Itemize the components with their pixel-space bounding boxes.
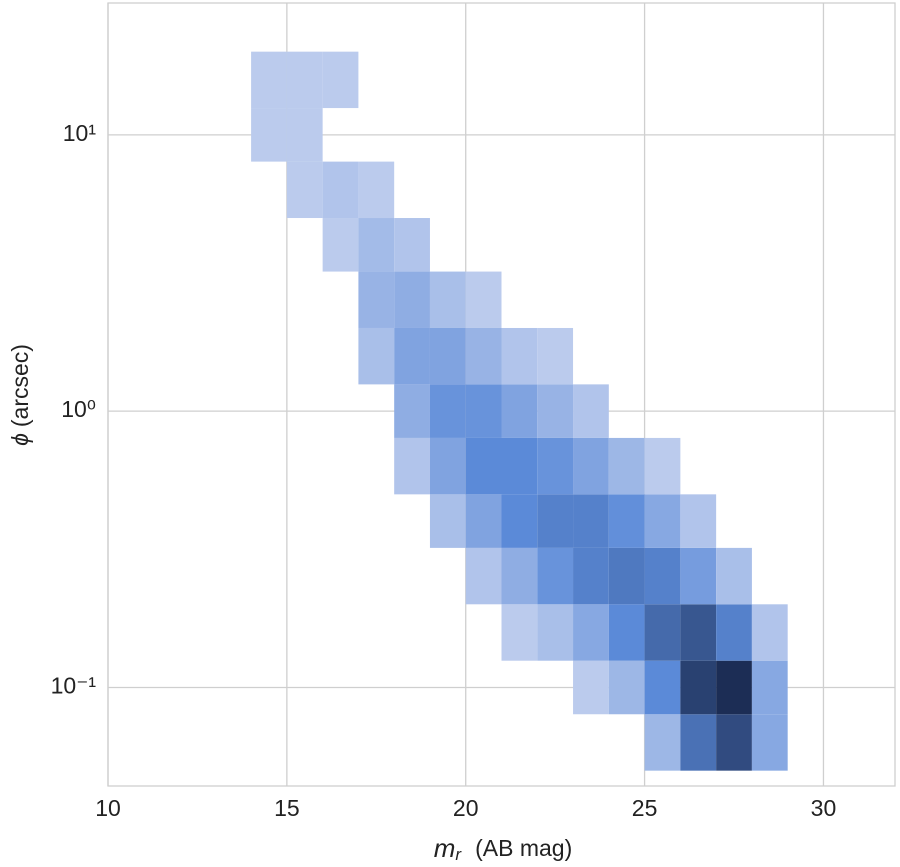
hist-cell bbox=[680, 494, 717, 548]
x-tick-label: 20 bbox=[453, 795, 479, 821]
hist-cell bbox=[465, 384, 502, 438]
y-tick-label: 10⁰ bbox=[61, 396, 96, 422]
hist-cell bbox=[573, 494, 609, 548]
hist-cell bbox=[358, 271, 395, 328]
hist-cell bbox=[429, 437, 466, 495]
x-tick-label: 25 bbox=[632, 795, 658, 821]
x-tick-label: 30 bbox=[811, 795, 837, 821]
hist-cell bbox=[394, 327, 430, 385]
hist-cell bbox=[716, 714, 752, 771]
x-symbol: m bbox=[434, 833, 456, 863]
hist-cell bbox=[644, 437, 681, 495]
hist-cell bbox=[322, 161, 359, 219]
hist-cell bbox=[358, 218, 395, 272]
hist-cell bbox=[716, 547, 752, 605]
hist-cell bbox=[751, 660, 788, 715]
hist-cell bbox=[394, 437, 430, 495]
hist-cell bbox=[537, 604, 574, 661]
hist-cell bbox=[251, 51, 287, 109]
hist-cell bbox=[429, 384, 466, 438]
hist-cell bbox=[644, 714, 681, 771]
y-tick-label: 10⁻¹ bbox=[51, 673, 97, 699]
x-unit: (AB mag) bbox=[475, 835, 572, 861]
hist-cell bbox=[644, 604, 681, 661]
y-symbol: ϕ bbox=[7, 433, 33, 446]
hist-cell bbox=[501, 327, 538, 385]
x-tick-label: 10 bbox=[95, 795, 121, 821]
hist-cell bbox=[644, 494, 681, 548]
hist-cell bbox=[680, 714, 717, 771]
hist-cell bbox=[465, 437, 502, 495]
hist-cell bbox=[537, 437, 574, 495]
y-tick-label: 10¹ bbox=[63, 120, 97, 146]
hist-cell bbox=[716, 604, 752, 661]
hist-cell bbox=[573, 604, 609, 661]
hist-cell bbox=[358, 161, 395, 219]
hist-cell bbox=[608, 494, 645, 548]
hist-cell bbox=[537, 327, 574, 385]
hist-cell bbox=[751, 714, 788, 771]
y-unit: (arcsec) bbox=[7, 344, 33, 427]
hist-cell bbox=[680, 604, 717, 661]
hist-cell bbox=[608, 547, 645, 605]
hist-cell bbox=[465, 271, 502, 328]
hist-cell bbox=[286, 108, 323, 162]
hist-cell bbox=[608, 660, 645, 715]
hist-cell bbox=[394, 218, 430, 272]
hist-cell bbox=[537, 494, 574, 548]
plot-frame bbox=[107, 2, 896, 787]
hist-cell bbox=[680, 547, 717, 605]
hist-cell bbox=[644, 660, 681, 715]
hist-cell bbox=[573, 437, 609, 495]
x-tick-label: 15 bbox=[274, 795, 300, 821]
hist-cell bbox=[322, 218, 359, 272]
hist-cell bbox=[680, 660, 717, 715]
hist-cell bbox=[322, 51, 359, 109]
hist-cell bbox=[394, 384, 430, 438]
hist-cell bbox=[716, 660, 752, 715]
hist-cell bbox=[465, 327, 502, 385]
hist-cell bbox=[608, 437, 645, 495]
y-axis-title: ϕ (arcsec) bbox=[7, 344, 33, 446]
hist-cell bbox=[501, 384, 538, 438]
hist-cell bbox=[394, 271, 430, 328]
hist-cell bbox=[286, 51, 323, 109]
hist-cell bbox=[608, 604, 645, 661]
cells bbox=[251, 51, 788, 771]
hist-cell bbox=[644, 547, 681, 605]
hist-cell bbox=[465, 494, 502, 548]
hist-cell bbox=[751, 604, 788, 661]
hist-cell bbox=[286, 161, 323, 219]
hist-cell bbox=[358, 327, 395, 385]
hist-cell bbox=[429, 271, 466, 328]
hist-cell bbox=[573, 660, 609, 715]
hist-cell bbox=[465, 547, 502, 605]
hist-cell bbox=[573, 547, 609, 605]
hist-cell bbox=[501, 437, 538, 495]
hist-cell bbox=[429, 327, 466, 385]
hist-cell bbox=[429, 494, 466, 548]
hist-cell bbox=[537, 547, 574, 605]
hist-cell bbox=[501, 494, 538, 548]
hist-cell bbox=[537, 384, 574, 438]
hist-cell bbox=[573, 384, 609, 438]
hist-cell bbox=[251, 108, 287, 162]
x-axis-title: mr (AB mag) bbox=[434, 833, 572, 865]
hist-cell bbox=[501, 604, 538, 661]
hist-cell bbox=[501, 547, 538, 605]
x-subscript: r bbox=[455, 845, 462, 864]
